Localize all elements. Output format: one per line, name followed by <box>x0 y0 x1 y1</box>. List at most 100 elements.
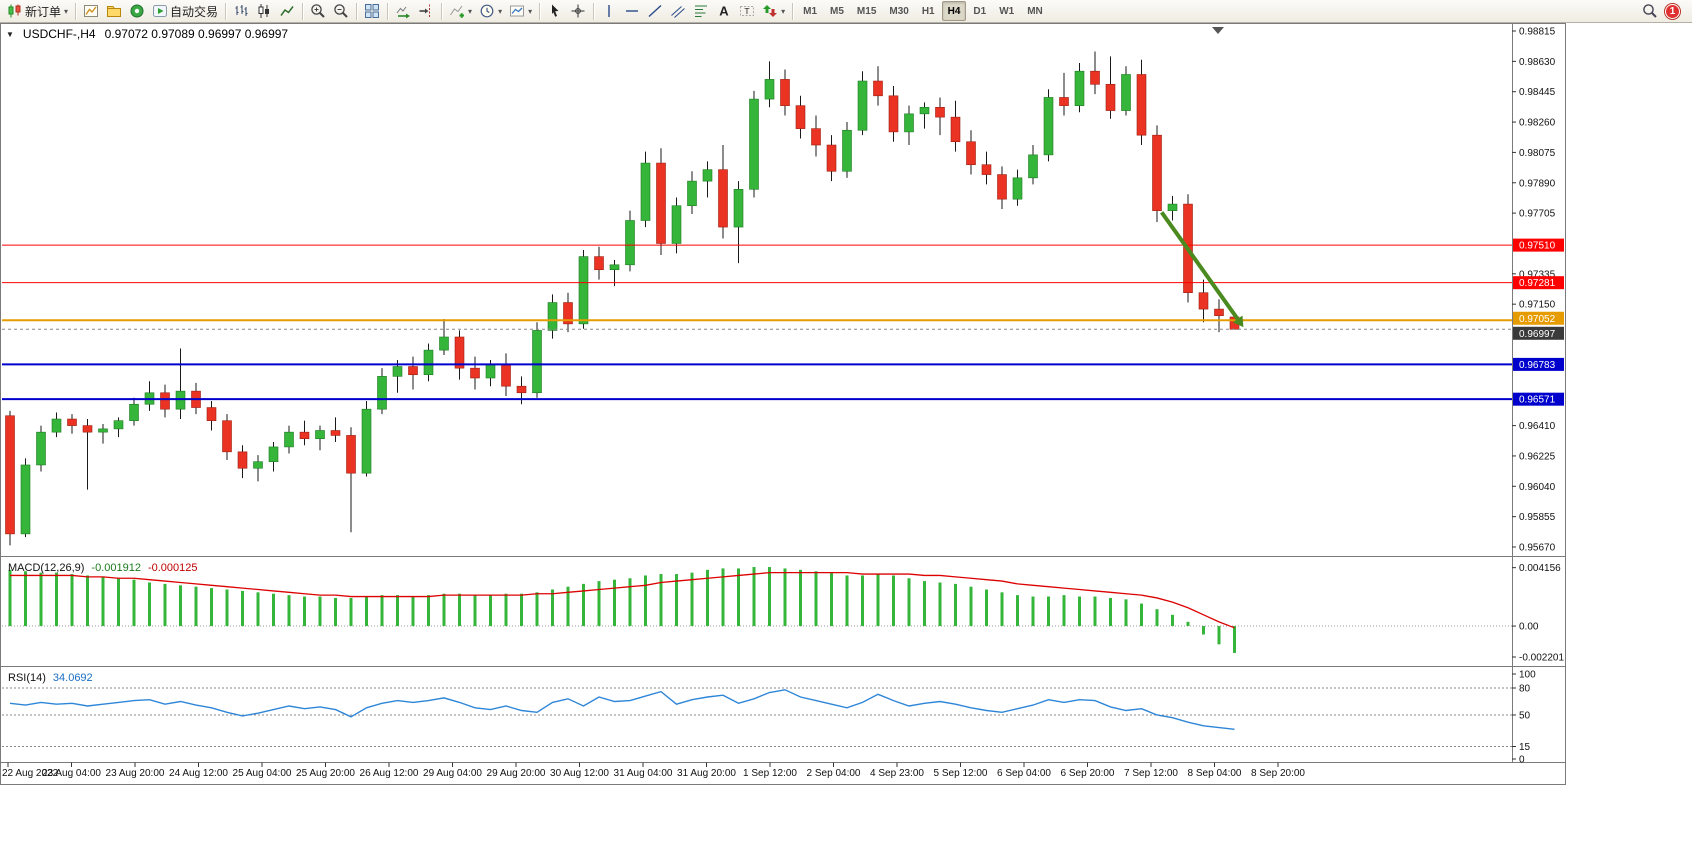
sounds-button[interactable] <box>126 1 148 21</box>
autotrading-button[interactable]: 自动交易 <box>149 1 221 21</box>
profiles-button[interactable] <box>103 1 125 21</box>
timeframe-m5[interactable]: M5 <box>824 1 850 21</box>
text-label-button[interactable]: T <box>736 1 758 21</box>
chart-collapse-arrow-icon[interactable]: ▼ <box>6 29 14 39</box>
price-tick-label: 0.96040 <box>1519 482 1556 493</box>
bull-candle <box>578 256 589 325</box>
time-tick-label: 8 Sep 04:00 <box>1188 768 1242 779</box>
chart-shift-marker[interactable] <box>1212 27 1224 34</box>
timeframe-w1[interactable]: W1 <box>993 1 1020 21</box>
indicators-icon <box>449 3 465 19</box>
price-label-current-price: 0.96997 <box>1513 326 1564 340</box>
bull-candle <box>361 408 372 474</box>
indicators-button[interactable]: ▾ <box>446 1 475 21</box>
price-tick-label: 0.97705 <box>1519 209 1556 220</box>
chart-frame-border <box>0 23 1566 785</box>
auto-scroll-icon <box>395 3 411 19</box>
time-tick-label: 5 Sep 12:00 <box>934 768 988 779</box>
bear-candle <box>237 451 248 469</box>
line-chart-button[interactable] <box>276 1 298 21</box>
bear-candle <box>1214 308 1224 316</box>
auto-scroll-button[interactable] <box>392 1 414 21</box>
trend-arrow[interactable] <box>1160 211 1240 321</box>
bull-candle <box>98 428 108 433</box>
price-tick-label: 0.98445 <box>1519 87 1556 98</box>
text-button[interactable]: A <box>713 1 735 21</box>
bull-candle <box>749 98 759 190</box>
notifications-badge[interactable]: 1 <box>1665 3 1680 19</box>
toolbar-separator <box>75 2 77 20</box>
bar-chart-icon <box>233 3 249 19</box>
new-order-button[interactable]: 新订单 ▾ <box>4 1 71 21</box>
candlestick-chart-button[interactable] <box>253 1 275 21</box>
bear-candle <box>563 302 573 325</box>
zoom-in-button[interactable] <box>307 1 329 21</box>
templates-button[interactable]: ▾ <box>506 1 535 21</box>
bull-candle <box>377 376 387 410</box>
bull-candle <box>857 80 868 131</box>
macd-signal-value: -0.000125 <box>147 562 198 574</box>
timeframe-m1[interactable]: M1 <box>797 1 823 21</box>
bear-candle <box>1059 97 1069 106</box>
horizontal-line-button[interactable] <box>621 1 643 21</box>
equidistant-channel-button[interactable] <box>667 1 689 21</box>
vertical-line-button[interactable] <box>598 1 620 21</box>
bear-candle <box>67 418 77 426</box>
search-button[interactable] <box>1639 1 1661 21</box>
toolbar-separator <box>593 2 595 20</box>
bull-candle <box>904 113 914 133</box>
svg-text:0.97052: 0.97052 <box>1519 314 1556 325</box>
time-tick-label: 31 Aug 20:00 <box>677 768 736 779</box>
bull-candle <box>764 79 775 100</box>
timeframe-m30[interactable]: M30 <box>883 1 914 21</box>
toolbar-separator <box>387 2 389 20</box>
bear-candle <box>935 106 945 118</box>
periods-button[interactable]: ▾ <box>476 1 505 21</box>
bar-chart-button[interactable] <box>230 1 252 21</box>
arrows-button[interactable]: ▾ <box>759 1 788 21</box>
timeframe-h4[interactable]: H4 <box>941 1 967 21</box>
new-chart-button[interactable] <box>80 1 102 21</box>
price-tick-label: 0.98260 <box>1519 118 1556 129</box>
chart-ohlc-values: 0.97072 0.97089 0.96997 0.96997 <box>104 27 289 41</box>
timeframe-m1-label: M1 <box>803 5 818 17</box>
bull-candle <box>315 430 325 440</box>
new-chart-icon <box>83 3 99 19</box>
tile-windows-button[interactable] <box>361 1 383 21</box>
bear-candle <box>888 95 899 133</box>
bear-candle <box>206 407 217 421</box>
timeframe-mn[interactable]: MN <box>1021 1 1049 21</box>
bear-candle <box>5 415 15 535</box>
timeframe-d1[interactable]: D1 <box>967 1 992 21</box>
fibonacci-button[interactable] <box>690 1 712 21</box>
time-tick-label: 24 Aug 12:00 <box>169 768 228 779</box>
bull-candle <box>268 446 279 462</box>
macd-histogram <box>8 567 1236 653</box>
timeframe-w1-label: W1 <box>999 5 1015 17</box>
svg-text:0.96997: 0.96997 <box>1519 329 1556 340</box>
time-tick-label: 25 Aug 20:00 <box>296 768 355 779</box>
cursor-button[interactable] <box>544 1 566 21</box>
crosshair-button[interactable] <box>567 1 589 21</box>
timeframe-h1[interactable]: H1 <box>916 1 941 21</box>
profiles-icon <box>106 3 122 19</box>
chart-shift-button[interactable] <box>415 1 437 21</box>
zoom-out-button[interactable] <box>330 1 352 21</box>
price-axis[interactable]: 0.98815 0.98630 0.98445 0.98260 0.98075 0.978… <box>1512 27 1556 554</box>
price-tick-label: 0.98815 <box>1519 27 1556 38</box>
trendline-button[interactable] <box>644 1 666 21</box>
time-tick-label: 29 Aug 04:00 <box>423 768 482 779</box>
macd-main-value: -0.001912 <box>91 562 141 574</box>
bull-candle <box>51 418 62 433</box>
timeframe-h4-label: H4 <box>947 5 961 17</box>
chart-symbol-title: USDCHF-,H4 <box>22 27 96 41</box>
hline-icon <box>624 3 640 19</box>
svg-text:T: T <box>744 6 749 16</box>
chart-canvas[interactable]: 0.98815 0.98630 0.98445 0.98260 0.98075 0.978… <box>0 23 1568 785</box>
candlestick-icon <box>256 3 272 19</box>
timeframe-m15[interactable]: M15 <box>851 1 882 21</box>
price-tick-label: 0.95670 <box>1519 543 1556 554</box>
bull-candle <box>702 169 713 182</box>
rsi-indicator-label: RSI(14) 34.0692 <box>8 672 93 684</box>
